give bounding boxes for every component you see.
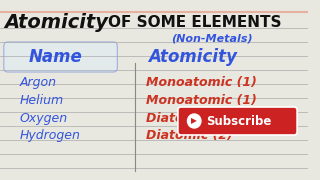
FancyBboxPatch shape	[4, 42, 117, 72]
Text: Name: Name	[29, 48, 83, 66]
FancyBboxPatch shape	[178, 107, 297, 135]
Text: Subscribe: Subscribe	[206, 114, 271, 127]
Text: Monoatomic (1): Monoatomic (1)	[146, 75, 257, 89]
Circle shape	[188, 114, 201, 128]
Text: Oxygen: Oxygen	[19, 111, 67, 125]
Text: ▶: ▶	[191, 116, 197, 125]
Text: Monoatomic (1): Monoatomic (1)	[146, 93, 257, 107]
Text: Helium: Helium	[19, 93, 63, 107]
Text: OF SOME ELEMENTS: OF SOME ELEMENTS	[108, 15, 281, 30]
Text: Atomicity: Atomicity	[148, 48, 237, 66]
Text: Hydrogen: Hydrogen	[19, 129, 80, 143]
Text: Atomicity: Atomicity	[4, 12, 108, 32]
Text: Argon: Argon	[19, 75, 56, 89]
Text: Diatomic (2): Diatomic (2)	[146, 111, 233, 125]
Text: (Non-Metals): (Non-Metals)	[171, 33, 253, 43]
Text: Diatomic (2): Diatomic (2)	[146, 129, 233, 143]
